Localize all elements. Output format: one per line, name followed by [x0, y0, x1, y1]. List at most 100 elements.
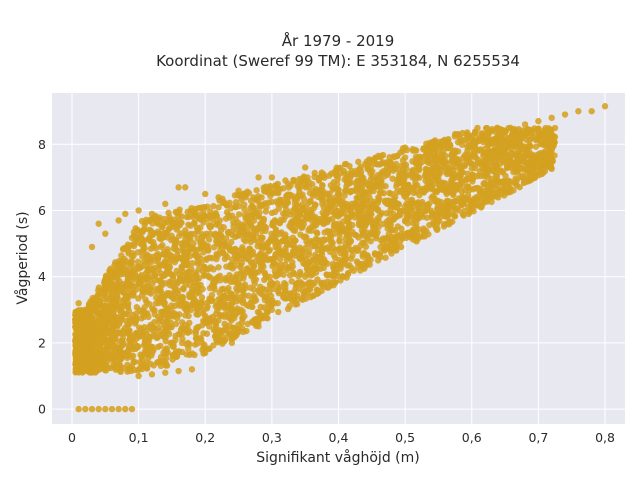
- data-point: [112, 300, 119, 307]
- data-point: [363, 258, 370, 265]
- data-point: [272, 251, 279, 258]
- data-point: [269, 280, 277, 288]
- data-point: [391, 236, 398, 243]
- data-point: [439, 153, 446, 160]
- data-point: [241, 201, 248, 208]
- data-point: [534, 135, 541, 143]
- data-point: [213, 327, 220, 335]
- data-point: [250, 194, 257, 201]
- data-point: [280, 216, 287, 224]
- data-point: [474, 184, 482, 192]
- data-point: [194, 311, 202, 318]
- data-point: [249, 251, 256, 258]
- data-point: [255, 213, 263, 220]
- data-point: [302, 295, 310, 302]
- data-point: [284, 191, 291, 198]
- data-point: [115, 405, 122, 413]
- data-point: [204, 303, 211, 310]
- data-point: [194, 340, 201, 347]
- data-point: [433, 189, 440, 196]
- data-point: [438, 158, 446, 165]
- data-point: [441, 220, 448, 228]
- data-point: [178, 348, 186, 356]
- data-point: [104, 306, 112, 314]
- data-point: [495, 194, 502, 201]
- data-point: [122, 352, 130, 359]
- data-point: [103, 286, 110, 293]
- data-point: [73, 368, 81, 376]
- data-point: [172, 320, 180, 328]
- data-point: [448, 158, 455, 165]
- data-point: [471, 130, 479, 137]
- data-point: [128, 405, 136, 413]
- data-point: [239, 314, 246, 322]
- data-point: [284, 235, 292, 243]
- data-point: [202, 349, 209, 357]
- data-point: [346, 175, 354, 182]
- data-point: [474, 147, 481, 154]
- data-point: [157, 358, 164, 365]
- data-point: [475, 138, 482, 145]
- data-point: [80, 309, 87, 317]
- data-point: [455, 174, 463, 181]
- data-point: [444, 143, 451, 150]
- data-point: [436, 182, 444, 190]
- data-point: [238, 319, 246, 326]
- data-point: [206, 208, 214, 215]
- data-point: [184, 233, 191, 240]
- data-point: [445, 183, 453, 191]
- data-point: [164, 309, 171, 317]
- data-point: [246, 232, 253, 239]
- data-point: [208, 291, 216, 299]
- data-point: [359, 179, 367, 187]
- data-point: [162, 323, 170, 330]
- data-point: [326, 190, 333, 198]
- data-point: [116, 320, 123, 328]
- data-point: [514, 129, 521, 136]
- data-point: [159, 273, 166, 280]
- data-point: [228, 256, 236, 263]
- data-point: [412, 214, 419, 222]
- data-point: [266, 298, 273, 305]
- data-point: [81, 320, 88, 327]
- data-point: [376, 161, 383, 168]
- data-point: [179, 277, 186, 284]
- data-point: [337, 164, 344, 171]
- data-point: [361, 160, 369, 168]
- data-point: [119, 300, 126, 308]
- data-point: [441, 212, 448, 219]
- data-point: [127, 367, 135, 375]
- data-point: [176, 330, 183, 338]
- data-point: [134, 249, 142, 256]
- data-point: [182, 312, 189, 319]
- data-point: [377, 153, 384, 161]
- data-point: [390, 210, 397, 218]
- data-point: [291, 196, 298, 204]
- data-point: [300, 253, 307, 261]
- data-point: [190, 282, 198, 290]
- data-point: [305, 178, 313, 186]
- data-point: [290, 270, 298, 278]
- data-point: [152, 285, 160, 293]
- data-point: [461, 151, 469, 159]
- data-point: [135, 372, 142, 380]
- data-point: [141, 363, 149, 370]
- data-point: [96, 328, 103, 336]
- data-point: [441, 203, 449, 211]
- data-point: [145, 267, 152, 275]
- data-point: [115, 315, 122, 322]
- data-point: [291, 205, 298, 212]
- data-point: [385, 216, 393, 223]
- data-point: [318, 239, 326, 246]
- data-point: [145, 235, 152, 242]
- data-point: [426, 200, 433, 207]
- x-tick-label: 0,6: [462, 430, 482, 445]
- data-point: [484, 168, 491, 175]
- data-point: [340, 244, 347, 252]
- data-point: [253, 187, 260, 194]
- data-point: [152, 272, 159, 280]
- data-point: [145, 253, 153, 260]
- data-point: [484, 139, 491, 146]
- data-point: [284, 199, 292, 206]
- data-point: [431, 180, 438, 188]
